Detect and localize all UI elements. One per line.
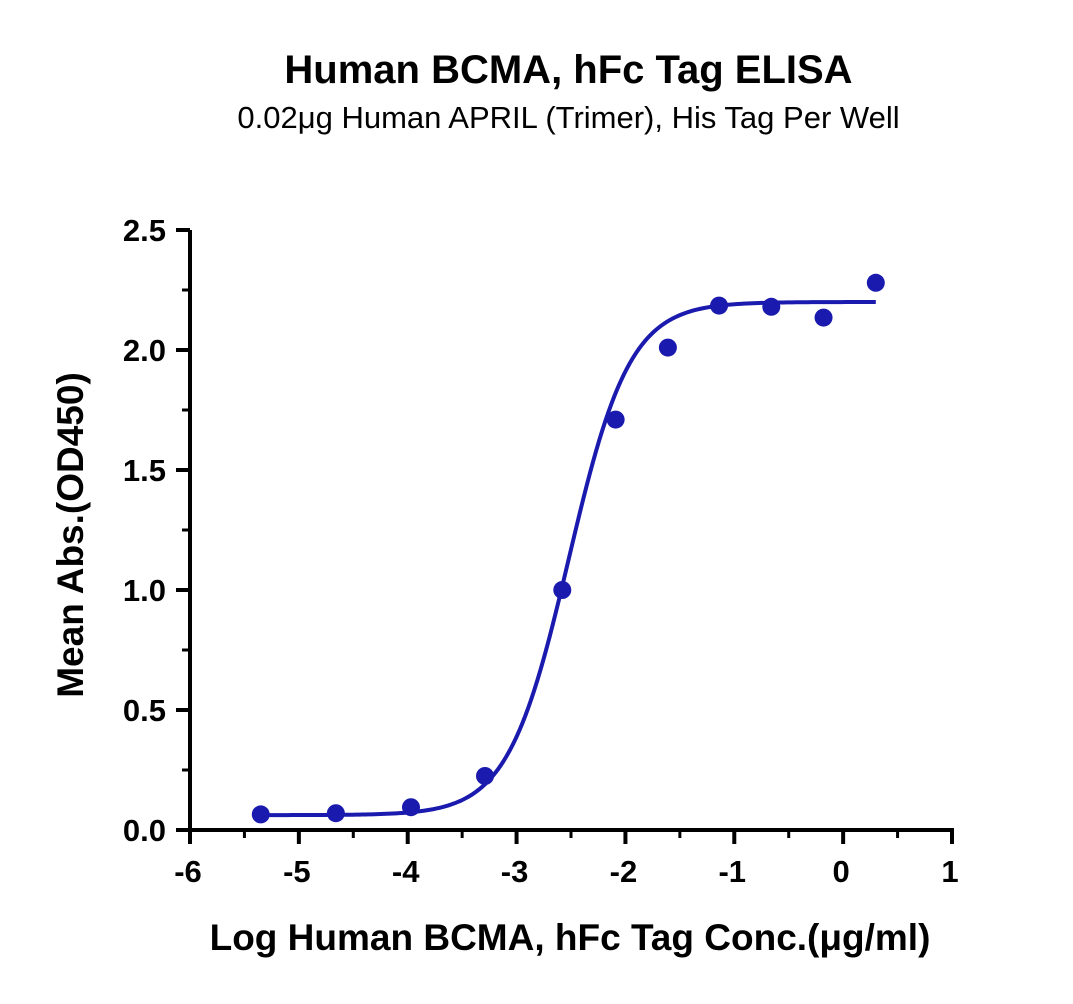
- data-point: [866, 273, 885, 292]
- x-tick-label: -4: [392, 854, 420, 889]
- data-point: [710, 296, 729, 315]
- x-tick-label: -2: [610, 854, 638, 889]
- y-tick-label: 1.5: [123, 453, 166, 488]
- data-point: [762, 297, 781, 316]
- chart-title: Human BCMA, hFc Tag ELISA: [284, 48, 853, 92]
- chart-subtitle: 0.02μg Human APRIL (Trimer), His Tag Per…: [237, 100, 900, 135]
- data-point: [658, 338, 677, 357]
- data-point: [553, 581, 572, 599]
- axes: -6 -5 -4 -3 -2 -1 0 1 0.0 0.5 1.0 1.5 2.0 2.5: [123, 213, 959, 889]
- x-axis-label: Log Human BCMA, hFc Tag Conc.(μg/ml): [210, 917, 931, 958]
- y-tick-label: 0.5: [123, 693, 166, 728]
- y-axis-label: Mean Abs.(OD450): [50, 372, 91, 698]
- x-tick-label: 1: [941, 854, 958, 889]
- data-points: [251, 273, 885, 824]
- fit-curve: [260, 300, 876, 818]
- x-tick-label: 0: [833, 854, 850, 889]
- data-point: [401, 798, 420, 817]
- data-point: [606, 410, 625, 429]
- fit-curve-group: [260, 300, 876, 818]
- y-tick-label: 1.0: [123, 573, 166, 608]
- x-tick-label: -6: [174, 854, 202, 889]
- data-point: [251, 805, 270, 824]
- x-tick-label: -5: [283, 854, 311, 889]
- y-tick-label: 2.0: [123, 333, 166, 368]
- data-point: [476, 767, 495, 785]
- data-point: [814, 308, 833, 327]
- data-point: [326, 804, 345, 823]
- y-tick-label: 0.0: [123, 813, 166, 848]
- x-tick-label: -3: [501, 854, 529, 889]
- y-tick-label: 2.5: [123, 213, 166, 248]
- x-tick-label: -1: [718, 854, 746, 889]
